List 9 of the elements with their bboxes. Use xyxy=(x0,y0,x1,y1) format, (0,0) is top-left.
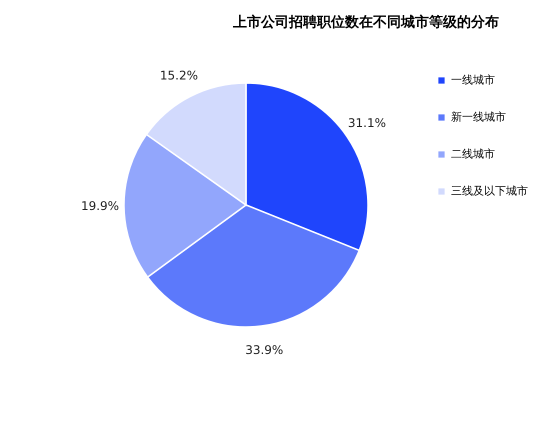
chart-title: 上市公司招聘职位数在不同城市等级的分布 xyxy=(232,13,499,30)
data-label: 19.9% xyxy=(80,199,120,214)
legend-label: 新一线城市 xyxy=(451,110,506,124)
data-label: 15.2% xyxy=(160,68,198,82)
legend-label: 二线城市 xyxy=(451,148,495,160)
data-label: 33.9% xyxy=(245,342,284,357)
legend-label: 三线及以下城市 xyxy=(451,184,528,198)
legend-label: 一线城市 xyxy=(451,74,495,86)
data-label: 31.1% xyxy=(348,116,386,130)
